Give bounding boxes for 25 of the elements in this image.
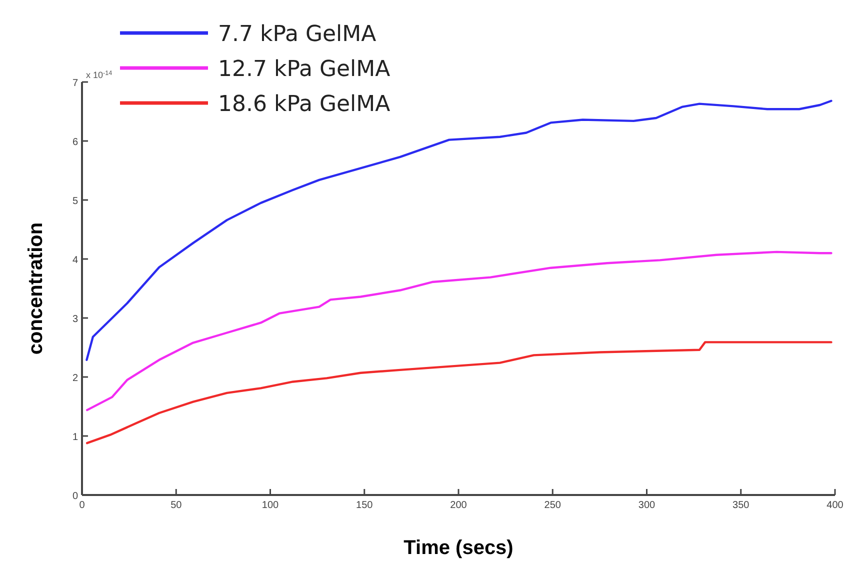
- x-tick-label: 0: [79, 500, 86, 511]
- y-tick-label: 0: [72, 491, 78, 502]
- y-tick-label: 2: [72, 373, 78, 384]
- y-tick-label: 5: [72, 196, 78, 207]
- x-tick-label: 400: [826, 500, 844, 511]
- text: x 10$^{-14}$: [86, 70, 113, 80]
- y-tick-label: 7: [72, 78, 78, 89]
- x-axis-title: Time (secs): [404, 537, 514, 559]
- x-tick-label: 150: [356, 500, 374, 511]
- legend-label: 18.6 kPa GelMA: [218, 92, 390, 117]
- y-axis-title: concentration: [25, 222, 47, 355]
- y-tick-label: 1: [72, 432, 78, 443]
- y-tick-label: 6: [72, 137, 78, 148]
- legend-label: 7.7 kPa GelMA: [218, 22, 376, 47]
- line-series: [86, 250, 832, 412]
- x-tick-label: 50: [170, 500, 182, 511]
- x-tick-label: 300: [638, 500, 656, 511]
- y-tick-label: 4: [72, 255, 78, 266]
- x-tick-label: 200: [450, 500, 468, 511]
- x-tick-label: 100: [262, 500, 280, 511]
- line-series: [86, 341, 832, 444]
- x-tick-label: 250: [544, 500, 562, 511]
- y-tick-label: 3: [72, 314, 78, 325]
- legend-label: 12.7 kPa GelMA: [218, 57, 390, 82]
- x-tick-label: 350: [732, 500, 750, 511]
